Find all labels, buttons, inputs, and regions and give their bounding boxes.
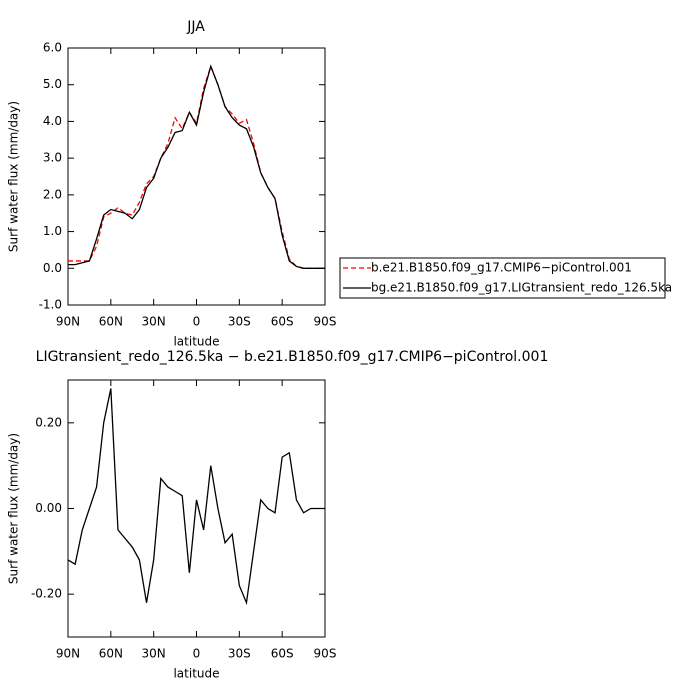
y-tick-label: 0.0: [43, 261, 62, 275]
data-line: [68, 64, 325, 269]
y-tick-label: -0.20: [31, 587, 62, 601]
legend-label: b.e21.B1850.f09_g17.CMIP6−piControl.001: [371, 261, 632, 275]
x-tick-label: 0: [193, 315, 201, 329]
y-tick-label: 3.0: [43, 151, 62, 165]
x-tick-label: 90N: [56, 647, 80, 661]
y-tick-label: 1.0: [43, 224, 62, 238]
x-tick-label: 90S: [314, 647, 337, 661]
x-tick-label: 60S: [271, 315, 294, 329]
x-tick-label: 60N: [99, 647, 123, 661]
x-axis-label: latitude: [173, 667, 219, 681]
x-tick-label: 30N: [142, 315, 166, 329]
x-tick-label: 30N: [142, 647, 166, 661]
y-tick-label: -1.0: [39, 298, 62, 312]
x-tick-label: 30S: [228, 647, 251, 661]
y-tick-label: 6.0: [43, 41, 62, 55]
y-tick-label: 4.0: [43, 114, 62, 128]
x-tick-label: 30S: [228, 315, 251, 329]
data-line: [68, 64, 325, 269]
x-tick-label: 60N: [99, 315, 123, 329]
chart-title: JJA: [186, 19, 205, 35]
legend-box: [339, 257, 666, 299]
legend-label: bg.e21.B1850.f09_g17.LIGtransient_redo_1…: [371, 281, 672, 295]
plot-frame: [67, 379, 326, 638]
y-tick-label: 0.00: [35, 501, 62, 515]
chart-title: LIGtransient_redo_126.5ka − b.e21.B1850.…: [36, 349, 549, 365]
data-line: [67, 388, 325, 606]
x-axis-label: latitude: [173, 335, 219, 349]
x-tick-label: 90N: [56, 315, 80, 329]
plot-frame: [67, 47, 326, 306]
y-axis-label: Surf water flux (mm/day): [7, 101, 21, 252]
y-tick-label: 0.20: [35, 415, 62, 429]
x-tick-label: 90S: [314, 315, 337, 329]
y-axis-label: Surf water flux (mm/day): [7, 433, 21, 584]
y-tick-label: 2.0: [43, 187, 62, 201]
x-tick-label: 0: [193, 647, 201, 661]
y-tick-label: 5.0: [43, 77, 62, 91]
x-tick-label: 60S: [271, 647, 294, 661]
